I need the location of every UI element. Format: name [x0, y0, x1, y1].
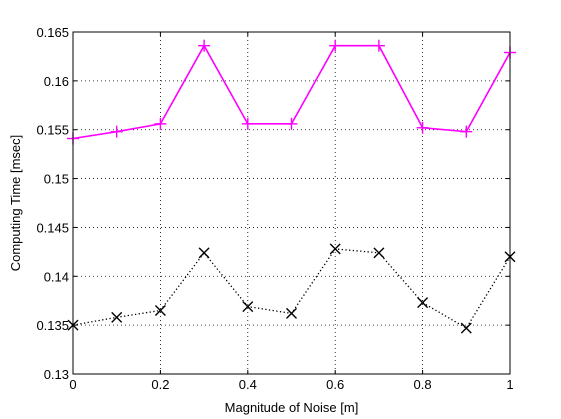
plot-frame [72, 31, 511, 375]
data-point [329, 243, 341, 255]
grid [73, 32, 510, 374]
data-point [372, 39, 385, 52]
ticks: 0 0.2 0.4 0.6 0.8 1 0.13 0.135 0.14 0.145 0.15 0.15… [36, 25, 513, 392]
data-point [198, 247, 210, 259]
y-axis-label: Computing Time [msec] [8, 135, 23, 272]
data-point [154, 117, 167, 130]
data-point [460, 322, 472, 334]
data-point [417, 297, 429, 309]
data-point [198, 39, 211, 52]
x-tick-label: 0.4 [239, 377, 257, 392]
y-tick-label: 0.155 [36, 123, 69, 138]
data-point [241, 117, 254, 130]
data-point [373, 247, 385, 259]
data-point [154, 304, 166, 316]
data-point [286, 307, 297, 319]
y-tick-label: 0.13 [44, 367, 69, 382]
x-tick-label: 0.2 [151, 377, 169, 392]
plot-background [73, 32, 510, 374]
x-tick-label: 0 [69, 377, 76, 392]
data-point [460, 125, 473, 138]
y-tick-label: 0.15 [44, 172, 69, 187]
x-axis-label: Magnitude of Noise [m] [225, 400, 359, 415]
data-point [242, 301, 254, 313]
x-tick-label: 1 [506, 377, 513, 392]
x-tick-label: 0.8 [414, 377, 432, 392]
y-tick-label: 0.14 [44, 269, 69, 284]
data-point [416, 121, 429, 134]
y-tick-label: 0.165 [36, 25, 69, 40]
data-point [285, 117, 298, 130]
series-0 [67, 39, 516, 145]
y-tick-label: 0.135 [36, 318, 69, 333]
y-tick-label: 0.16 [44, 74, 69, 89]
x-tick-label: 0.6 [326, 377, 344, 392]
data-point [110, 125, 123, 138]
y-tick-label: 0.145 [36, 220, 69, 235]
data-point [329, 39, 342, 52]
data-point [111, 311, 123, 323]
